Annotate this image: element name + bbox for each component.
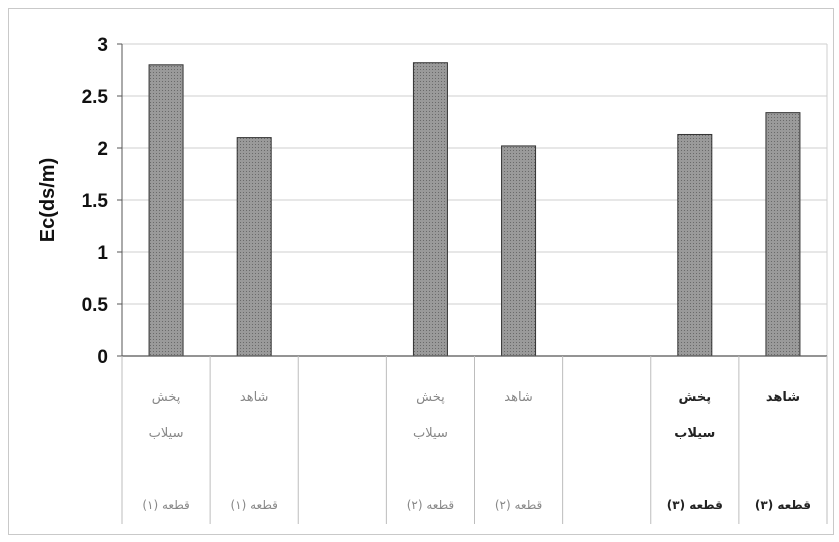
category-labels: پخش سیلاب قطعه (۱) شاهد قطعه (۱) پخش سیلاب قطعه… [142,390,811,512]
category-label-line1: پخش [416,390,445,405]
chart-frame: 0 0.5 1 1.5 2 2.5 3 پخش سیلاب قطعه (۱) شاهد قطعه (… [8,8,834,535]
plot-label: قطعه (۲) [407,498,454,512]
category-label-line2: سیلاب [413,426,448,441]
bar [765,112,801,357]
bar [236,137,272,357]
category-label-line1: پخش [152,390,181,405]
y-tick-label: 3 [97,35,108,56]
y-tick-label: 1.5 [82,191,109,212]
bar [677,133,713,357]
plot-label: قطعه (۲) [495,498,542,512]
y-tick-label: 2.5 [82,87,109,108]
category-label-line2: سیلاب [149,426,184,441]
y-tick-label: 0.5 [82,295,109,316]
bar [148,64,184,357]
axes [117,43,828,524]
bar [501,145,537,357]
y-tick-label: 0 [97,347,108,368]
category-label-line2: سیلاب [674,426,715,441]
category-label-line1: شاهد [504,390,533,405]
y-tick-label: 2 [97,139,108,160]
gridlines [122,43,828,356]
category-label-line1: شاهد [240,390,269,405]
y-tick-labels: 0 0.5 1 1.5 2 2.5 3 [82,35,109,368]
y-axis-label: Ec(ds/m) [37,158,59,242]
category-label-line1: پخش [678,390,711,405]
bar [412,62,448,357]
category-label-line1: شاهد [766,390,800,405]
bars [148,62,801,357]
y-tick-label: 1 [97,243,108,264]
bar-chart: 0 0.5 1 1.5 2 2.5 3 پخش سیلاب قطعه (۱) شاهد قطعه (… [37,35,828,524]
plot-label: قطعه (۳) [667,498,723,512]
plot-label: قطعه (۱) [230,498,277,512]
plot-label: قطعه (۱) [142,498,189,512]
plot-label: قطعه (۳) [755,498,811,512]
